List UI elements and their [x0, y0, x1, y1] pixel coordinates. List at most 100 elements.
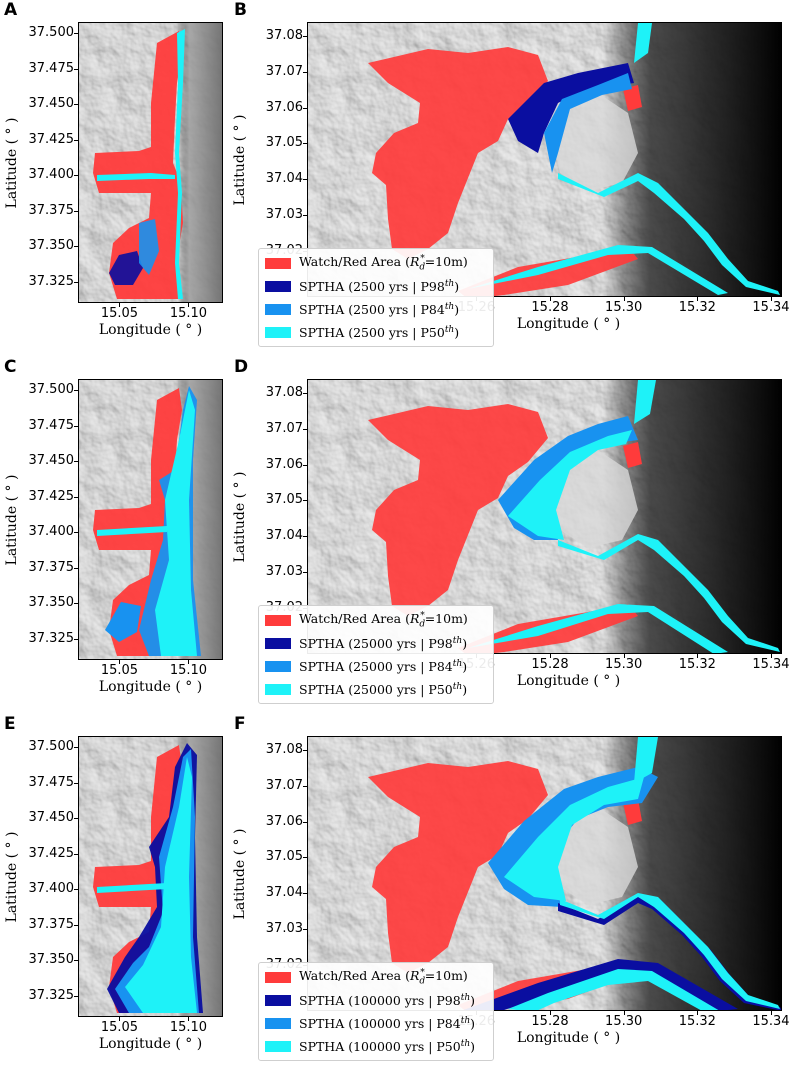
y-tick-label: 37.375 [28, 559, 75, 575]
x-tick-mark [623, 654, 625, 658]
y-tick-mark [74, 175, 78, 177]
p50-coast [558, 534, 780, 652]
legend-p84-row: SPTHA (100000 yrs | P84th) [265, 1012, 487, 1035]
x-tick-mark [623, 1011, 625, 1015]
x-tick-mark [550, 654, 552, 658]
y-tick-mark [74, 33, 78, 35]
y-tick-mark [303, 393, 307, 395]
panel-letter-E: E [4, 714, 16, 734]
watch-patch [623, 85, 642, 111]
x-axis-label: Longitude ( ° ) [516, 673, 621, 689]
y-tick-mark [74, 390, 78, 392]
legend-p98-label: SPTHA (25000 yrs | P98th) [299, 635, 468, 652]
legend-subscript: d [419, 619, 426, 630]
p50-area [155, 390, 197, 656]
legend: Watch/Red Area (Rd*=10m) SPTHA (2500 yrs … [258, 248, 494, 347]
x-tick-mark [770, 1011, 772, 1015]
legend-watch-row: Watch/Red Area (Rd*=10m) [265, 609, 487, 632]
legend-superscript: th [460, 1038, 471, 1049]
legend-p50-row: SPTHA (100000 yrs | P50th) [265, 1035, 487, 1058]
y-tick-label: 37.07 [265, 421, 303, 436]
x-tick-label: 15.10 [169, 663, 208, 678]
x-tick-label: 15.28 [531, 657, 569, 672]
y-tick-label: 37.350 [28, 238, 75, 254]
y-tick-label: 37.450 [28, 453, 75, 469]
y-tick-mark [74, 461, 78, 463]
y-tick-label: 37.350 [28, 952, 75, 968]
y-tick-label: 37.350 [28, 595, 75, 611]
legend-p84-row: SPTHA (2500 yrs | P84th) [265, 298, 487, 321]
x-tick-label: 15.32 [678, 657, 716, 672]
y-tick-mark [303, 214, 307, 216]
x-tick-mark [770, 654, 772, 658]
x-tick-label: 15.05 [100, 1020, 139, 1035]
legend-superscript: th [452, 635, 463, 646]
y-tick-label: 37.04 [265, 885, 303, 901]
legend-superscript: * [420, 968, 425, 979]
x-tick-mark [550, 1011, 552, 1015]
p50-river [97, 526, 167, 536]
p50-coast [560, 893, 780, 1009]
map-svg [79, 23, 222, 302]
legend-watch-row: Watch/Red Area (Rd*=10m) [265, 252, 487, 275]
y-axis-label: Latitude ( ° ) [4, 474, 20, 565]
y-tick-mark [74, 603, 78, 605]
legend-superscript: th [460, 1015, 471, 1026]
y-tick-mark [74, 747, 78, 749]
y-tick-mark [74, 104, 78, 106]
y-tick-label: 37.325 [28, 987, 75, 1003]
panel-letter-C: C [4, 357, 17, 377]
y-tick-label: 37.04 [265, 171, 303, 187]
legend-watch-swatch [265, 258, 291, 269]
watch-patch [623, 799, 642, 825]
legend-superscript: * [420, 254, 425, 265]
x-tick-mark [697, 1011, 699, 1015]
legend: Watch/Red Area (Rd*=10m) SPTHA (25000 yrs… [258, 605, 494, 704]
x-tick-label: 15.30 [605, 1014, 643, 1029]
y-tick-mark [74, 281, 78, 283]
x-tick-label: 15.30 [605, 657, 643, 672]
panel-letter-B: B [234, 0, 247, 20]
x-tick-mark [188, 1017, 190, 1021]
p50-coast [558, 173, 780, 295]
p50-river [97, 883, 167, 893]
y-axis-label: Latitude ( ° ) [4, 117, 20, 208]
panel-letter-F: F [234, 714, 246, 734]
map-svg [79, 737, 222, 1016]
x-tick-mark [623, 297, 625, 301]
map-panel-B [307, 22, 782, 297]
y-tick-label: 37.475 [28, 60, 75, 76]
legend-watch-row: Watch/Red Area (Rd*=10m) [265, 966, 487, 989]
y-tick-mark [74, 960, 78, 962]
legend-symbol: R [410, 968, 420, 984]
x-axis-label: Longitude ( ° ) [98, 322, 203, 338]
legend-p84-row: SPTHA (25000 yrs | P84th) [265, 655, 487, 678]
y-tick-label: 37.500 [28, 382, 75, 398]
y-tick-mark [74, 638, 78, 640]
x-tick-label: 15.10 [169, 306, 208, 321]
y-tick-label: 37.325 [28, 273, 75, 289]
y-tick-mark [303, 821, 307, 823]
y-tick-mark [74, 567, 78, 569]
legend-watch-label: Watch/Red Area (Rd*=10m) [299, 968, 468, 987]
map-panel-A [78, 22, 223, 303]
y-tick-label: 37.03 [265, 563, 303, 579]
legend-p98-row: SPTHA (100000 yrs | P98th) [265, 989, 487, 1012]
y-tick-mark [303, 464, 307, 466]
y-tick-label: 37.400 [28, 167, 75, 183]
y-tick-mark [74, 496, 78, 498]
p98-south-coast [463, 959, 738, 1010]
y-tick-mark [303, 857, 307, 859]
y-tick-mark [303, 750, 307, 752]
watch-area [368, 404, 548, 616]
y-tick-label: 37.475 [28, 774, 75, 790]
legend-watch-swatch [265, 615, 291, 626]
legend-p50-label: SPTHA (100000 yrs | P50th) [299, 1038, 476, 1055]
y-tick-mark [303, 72, 307, 73]
legend-superscript: th [444, 324, 455, 335]
p50-area [508, 430, 632, 540]
watch-area [368, 47, 548, 259]
x-tick-mark [119, 1017, 121, 1021]
y-tick-mark [74, 139, 78, 141]
x-axis-label: Longitude ( ° ) [516, 1030, 621, 1046]
